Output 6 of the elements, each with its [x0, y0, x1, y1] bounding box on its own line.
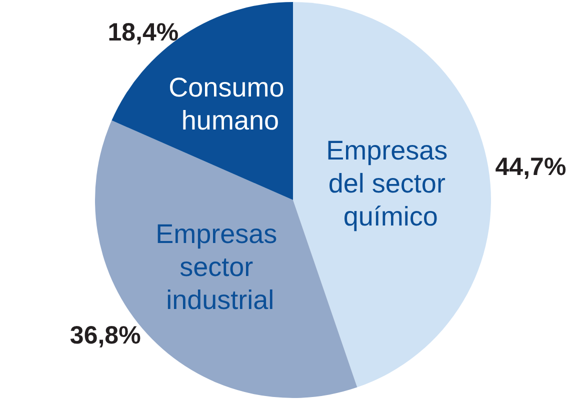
slice-label: Empresas del sector químico: [326, 136, 456, 232]
data-label: 44,7%: [495, 153, 566, 182]
slice-label: Empresas sector industrial: [156, 219, 285, 316]
data-label: 36,8%: [70, 321, 141, 350]
data-label: 18,4%: [108, 18, 179, 47]
slice-label: Consumo humano: [168, 72, 292, 136]
